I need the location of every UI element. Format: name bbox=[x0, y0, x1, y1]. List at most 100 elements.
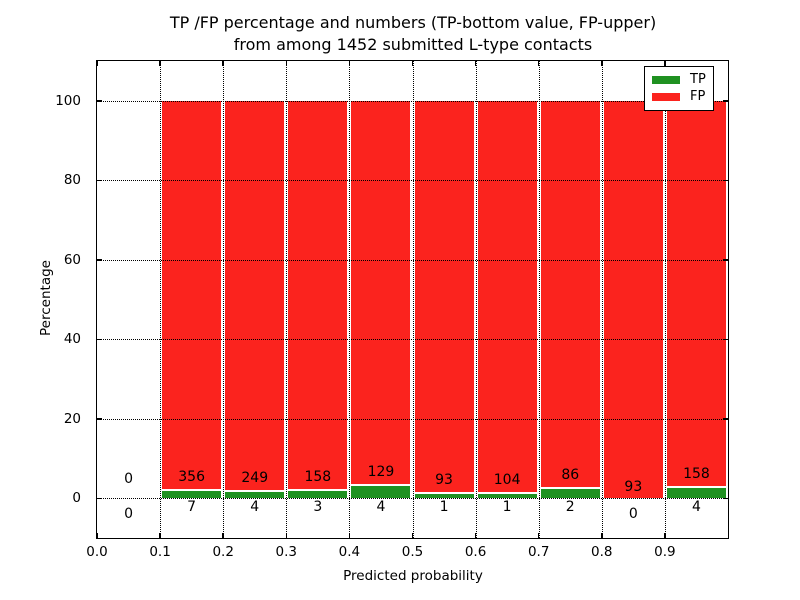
tp-count-label: 4 bbox=[691, 499, 701, 516]
tp-count-label: 2 bbox=[565, 499, 575, 516]
x-tick-top bbox=[601, 61, 603, 66]
x-tick bbox=[222, 533, 224, 538]
x-tick-label: 0.8 bbox=[591, 544, 613, 560]
y-tick bbox=[97, 179, 102, 181]
y-tick-label: 100 bbox=[55, 92, 81, 109]
x-tick-label: 0.3 bbox=[275, 544, 298, 560]
y-tick bbox=[97, 100, 102, 102]
chart-title-line1: TP /FP percentage and numbers (TP-bottom… bbox=[169, 13, 657, 32]
y-tick-label: 40 bbox=[63, 331, 81, 348]
y-tick bbox=[97, 497, 102, 499]
y-tick-right bbox=[723, 497, 728, 499]
x-tick bbox=[537, 533, 540, 538]
tp-bar-segment bbox=[414, 494, 474, 499]
x-tick-label: 0.9 bbox=[654, 544, 676, 560]
x-gridline bbox=[475, 61, 477, 538]
x-gridline bbox=[160, 61, 162, 538]
chart-title-line2: from among 1452 submitted L-type contact… bbox=[233, 35, 593, 54]
legend-entry-tp: TP bbox=[645, 71, 713, 88]
tp-count-label: 0 bbox=[124, 506, 134, 523]
y-tick bbox=[97, 338, 102, 340]
tp-bar-segment bbox=[288, 490, 348, 499]
x-tick bbox=[96, 533, 98, 538]
y-tick-label: 20 bbox=[63, 410, 81, 427]
y-gridline bbox=[97, 100, 728, 102]
y-gridline bbox=[97, 339, 728, 341]
x-gridline bbox=[286, 61, 288, 538]
x-tick-label: 0.4 bbox=[338, 544, 361, 560]
fp-bar-segment bbox=[603, 100, 663, 499]
x-tick-top bbox=[348, 61, 351, 66]
fp-count-label: 158 bbox=[683, 466, 710, 483]
plot-area: 0 0 356 7 249 4 158 3 129 4 93 1 104 1 86 2 93 0 158 4 0.0 0… bbox=[55, 60, 729, 560]
tp-legend-swatch bbox=[652, 75, 680, 84]
bar-layer bbox=[97, 61, 728, 538]
x-gridline bbox=[664, 61, 666, 538]
y-gridline bbox=[97, 259, 728, 261]
y-tick bbox=[97, 259, 102, 261]
fp-count-label: 86 bbox=[561, 467, 580, 484]
fp-bar-segment bbox=[351, 100, 411, 487]
fp-bar-segment bbox=[225, 100, 285, 492]
legend-entry-fp: FP bbox=[645, 88, 713, 105]
y-gridline bbox=[97, 180, 728, 182]
fp-count-label: 104 bbox=[493, 472, 521, 489]
fp-bar-segment bbox=[162, 100, 222, 491]
x-tick bbox=[159, 533, 161, 538]
fp-count-label: 0 bbox=[124, 471, 134, 488]
y-tick bbox=[97, 418, 102, 420]
x-tick-label: 0.7 bbox=[527, 544, 550, 560]
x-gridline bbox=[601, 61, 603, 538]
chart-title: TP /FP percentage and numbers (TP-bottom… bbox=[96, 12, 730, 56]
fp-count-label: 129 bbox=[367, 464, 395, 481]
fp-bar-segment bbox=[540, 100, 600, 490]
x-tick-top bbox=[222, 61, 224, 66]
fp-count-label: 249 bbox=[241, 469, 269, 486]
fp-count-label: 93 bbox=[435, 472, 453, 489]
x-tick bbox=[474, 533, 477, 538]
legend: TP FP bbox=[644, 66, 714, 111]
tp-count-label: 0 bbox=[628, 506, 638, 523]
fp-count-label: 93 bbox=[624, 479, 643, 496]
x-tick bbox=[411, 533, 414, 538]
y-tick-right bbox=[723, 179, 728, 181]
x-tick bbox=[285, 533, 288, 538]
x-tick-label: 0.1 bbox=[149, 544, 171, 560]
fp-bar-segment bbox=[414, 100, 474, 495]
fp-legend-swatch bbox=[652, 92, 680, 101]
fp-count-label: 158 bbox=[304, 468, 332, 485]
annotation-layer: 0 0 356 7 249 4 158 3 129 4 93 1 104 1 86 2 93 0 158 4 bbox=[97, 61, 728, 538]
tp-count-label: 3 bbox=[313, 499, 323, 516]
x-tick-top bbox=[537, 61, 540, 66]
x-gridline bbox=[223, 61, 225, 538]
y-tick-right bbox=[723, 259, 728, 261]
y-gridline bbox=[97, 418, 728, 420]
tp-bar-segment bbox=[162, 490, 222, 499]
y-tick-label: 80 bbox=[63, 172, 81, 189]
grid-layer bbox=[97, 61, 728, 538]
y-tick-right bbox=[723, 100, 728, 102]
tp-bar-segment bbox=[225, 491, 285, 499]
tp-count-label: 1 bbox=[439, 499, 449, 516]
y-tick-right bbox=[723, 418, 728, 420]
x-tick-label: 0.2 bbox=[212, 544, 234, 560]
tp-count-label: 4 bbox=[250, 499, 260, 516]
tp-count-label: 4 bbox=[376, 499, 386, 516]
x-tick-top bbox=[159, 61, 161, 66]
x-tick-top bbox=[96, 61, 98, 66]
tp-bar-segment bbox=[666, 488, 726, 499]
x-axis-label: Predicted probability bbox=[343, 568, 483, 584]
x-gridline bbox=[538, 61, 540, 538]
fp-bar-segment bbox=[666, 100, 726, 489]
tp-bar-segment bbox=[351, 486, 411, 499]
y-tick-label: 60 bbox=[63, 251, 81, 268]
tp-legend-label: TP bbox=[690, 72, 706, 87]
y-gridline bbox=[97, 498, 728, 500]
x-tick-top bbox=[411, 61, 414, 66]
x-tick bbox=[664, 533, 666, 538]
tp-bar-segment bbox=[477, 494, 537, 499]
x-tick-top bbox=[474, 61, 477, 66]
tp-count-label: 1 bbox=[502, 499, 512, 516]
y-tick-right bbox=[723, 338, 728, 340]
